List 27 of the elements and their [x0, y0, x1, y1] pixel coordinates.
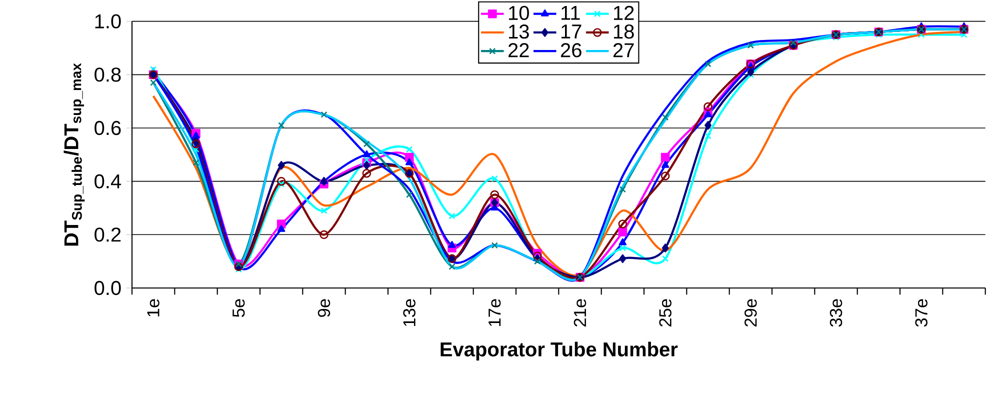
legend-label: 26: [560, 42, 582, 58]
x-tick-label: 21e: [574, 299, 586, 326]
x-tick-label: 13e: [403, 299, 416, 326]
x-tick-label: 1e: [147, 299, 160, 316]
y-tick-label: 1.0: [95, 14, 121, 28]
legend-label: 27: [613, 42, 634, 57]
x-tick-label: 29e: [744, 299, 757, 326]
x-tick-label: 17e: [488, 299, 501, 326]
legend-label: 10: [509, 6, 529, 20]
legend-label: 12: [614, 6, 634, 20]
y-tick-label: 0.4: [94, 174, 122, 188]
legend-label: 11: [562, 6, 580, 20]
x-tick-label: 25e: [659, 299, 672, 326]
legend-label: 17: [562, 24, 582, 38]
y-tick-label: 0.8: [94, 67, 121, 82]
x-tick-label: 37e: [915, 299, 928, 326]
x-tick-label: 9e: [318, 299, 330, 317]
y-tick-label: 0.2: [94, 227, 121, 242]
x-tick-label: 5e: [232, 299, 245, 317]
y-tick-label: 0.6: [94, 120, 121, 135]
y-tick-label: 0.0: [94, 280, 121, 295]
legend-label: 22: [508, 42, 529, 57]
legend-label: 13: [509, 24, 529, 38]
y-axis-title: DT$_{Sup_tube}$/DT$_{sup_max}$: [64, 62, 85, 246]
x-tick-label: 33e: [830, 299, 842, 326]
x-axis-title: Evaporator Tube Number: [440, 342, 678, 360]
legend-label: 18: [614, 24, 634, 38]
